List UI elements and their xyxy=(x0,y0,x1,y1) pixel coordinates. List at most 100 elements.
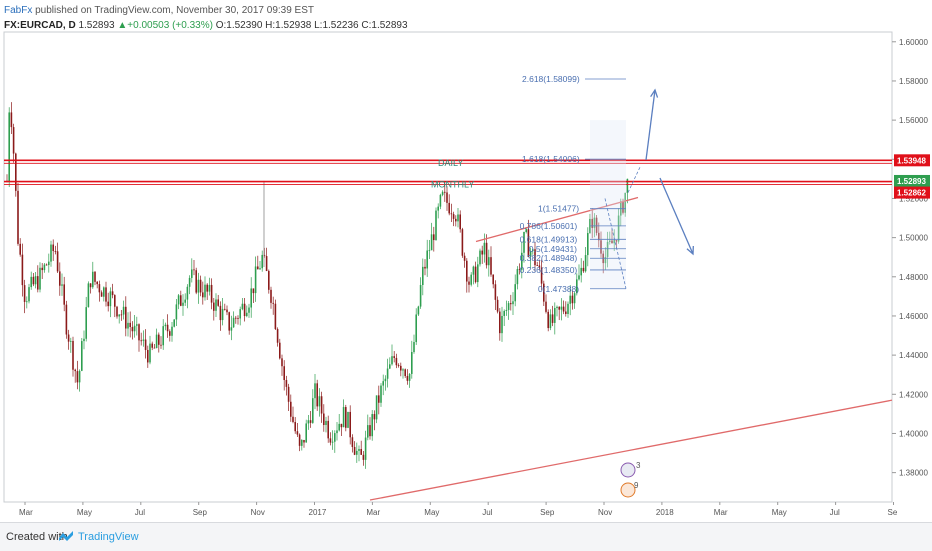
candle-body xyxy=(334,433,336,442)
candle-body xyxy=(490,257,492,275)
candle-body xyxy=(133,325,136,332)
candle-body xyxy=(175,304,178,320)
annotation-label: MONTHLY xyxy=(431,180,474,190)
ohlc-values: O:1.52390 H:1.52938 L:1.52236 C:1.52893 xyxy=(215,20,408,31)
candle-body xyxy=(228,312,230,331)
candle-body xyxy=(188,277,191,287)
candle-body xyxy=(48,261,50,266)
candle-body xyxy=(217,299,219,306)
candle-body xyxy=(230,327,233,331)
candle-body xyxy=(362,454,365,460)
candle-body xyxy=(587,233,589,256)
candle-body xyxy=(397,365,400,367)
candle-body xyxy=(551,314,554,323)
candle-body xyxy=(125,306,127,329)
chart-header: FabFx published on TradingView.com, Nove… xyxy=(4,3,408,33)
candle-body xyxy=(158,334,160,345)
tradingview-brand[interactable]: TradingView xyxy=(78,531,139,543)
candle-body xyxy=(606,241,609,257)
last-price: 1.52893 xyxy=(78,20,115,31)
candle-body xyxy=(164,324,167,327)
candle-body xyxy=(250,288,252,308)
candle-body xyxy=(268,270,270,290)
candle-body xyxy=(39,267,41,290)
candle-body xyxy=(591,218,593,228)
candle-body xyxy=(67,334,70,342)
candle-body xyxy=(257,266,259,270)
candle-body xyxy=(50,244,52,262)
fib-level-label: 1.618(1.54006) xyxy=(522,154,580,164)
candle-body xyxy=(492,274,494,285)
candle-body xyxy=(78,370,81,383)
candle-body xyxy=(127,322,129,329)
candle-body xyxy=(305,423,307,443)
candle-body xyxy=(103,287,105,297)
candle-body xyxy=(424,266,426,269)
candle-body xyxy=(213,302,215,311)
candle-body xyxy=(83,338,85,342)
candle-body xyxy=(382,381,384,386)
fib-level-label: 0.618(1.49913) xyxy=(520,234,578,244)
x-tick-label: May xyxy=(424,508,439,517)
candle-body xyxy=(532,249,534,251)
candle-body xyxy=(562,306,565,312)
candle-body xyxy=(336,430,338,434)
candle-body xyxy=(406,376,409,381)
candle-body xyxy=(10,112,13,128)
candle-body xyxy=(182,302,184,306)
candle-body xyxy=(600,240,602,254)
candle-body xyxy=(303,439,305,443)
candle-body xyxy=(61,284,63,286)
candle-body xyxy=(351,437,354,447)
candle-body xyxy=(52,244,54,252)
candle-body xyxy=(411,352,413,374)
candle-body xyxy=(153,347,156,349)
candle-body xyxy=(470,274,472,285)
candle-body xyxy=(582,267,585,272)
candle-body xyxy=(375,395,378,420)
candle-body xyxy=(309,420,312,423)
candle-body xyxy=(622,201,624,213)
candle-body xyxy=(547,311,549,329)
candle-body xyxy=(624,192,626,213)
candle-body xyxy=(402,369,404,371)
author-name[interactable]: FabFx xyxy=(4,5,33,16)
candle-body xyxy=(109,291,112,307)
candle-body xyxy=(162,326,164,346)
candle-body xyxy=(45,264,48,266)
created-with-label: Created with xyxy=(6,531,68,543)
candle-body xyxy=(232,317,235,328)
candle-body xyxy=(400,365,402,371)
candle-body xyxy=(151,343,153,348)
candle-body xyxy=(347,411,349,428)
candle-body xyxy=(243,303,246,317)
candle-body xyxy=(17,190,19,244)
y-tick-label: 1.40000 xyxy=(899,429,928,438)
candle-body xyxy=(202,292,204,298)
candle-body xyxy=(193,269,195,271)
candle-body xyxy=(138,324,140,341)
bearish-arrow-head xyxy=(686,245,694,256)
y-tick-label: 1.48000 xyxy=(899,273,928,282)
bearish-arrow xyxy=(659,177,694,255)
candle-body xyxy=(521,252,523,270)
y-tick-label: 1.44000 xyxy=(899,351,928,360)
price-tag xyxy=(894,154,930,167)
candle-body xyxy=(439,194,442,207)
candle-body xyxy=(254,266,257,294)
candle-body xyxy=(12,127,15,154)
candle-body xyxy=(448,202,450,214)
price-chart[interactable]: DAILY MONTHLY 2.618(1.58099) 1.618(1.54006)… xyxy=(0,0,932,522)
candle-body xyxy=(43,264,46,271)
event-badge-count: 9 xyxy=(634,481,639,490)
candle-body xyxy=(444,191,446,193)
candle-body xyxy=(199,279,202,293)
fib-level-label: 0(1.47388) xyxy=(538,284,579,294)
candle-body xyxy=(576,279,578,294)
drawings: DAILY MONTHLY 2.618(1.58099) 1.618(1.54006)… xyxy=(4,74,893,501)
candle-body xyxy=(296,431,299,435)
candle-body xyxy=(349,411,351,438)
fib-level-label: 1(1.51477) xyxy=(538,204,579,214)
candle-body xyxy=(85,307,87,339)
candle-body xyxy=(437,206,439,211)
